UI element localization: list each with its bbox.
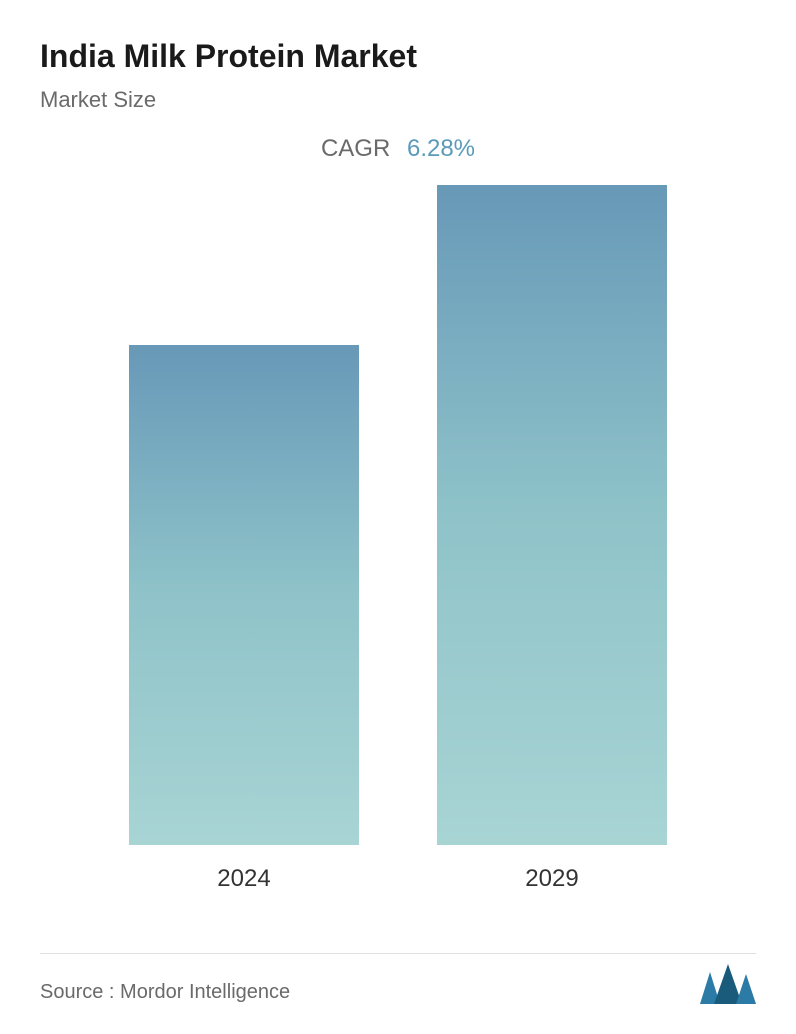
footer-separator [40, 953, 756, 954]
bar-1 [437, 185, 667, 845]
bar-0 [129, 345, 359, 845]
bar-label-1: 2029 [525, 865, 578, 893]
bar-group-0: 2024 [129, 345, 359, 893]
cagr-row: CAGR 6.28% [40, 135, 756, 163]
chart-title: India Milk Protein Market [40, 38, 756, 75]
bar-label-0: 2024 [217, 865, 270, 893]
cagr-value: 6.28% [407, 135, 475, 162]
cagr-label: CAGR [321, 135, 390, 162]
chart-area: 2024 2029 [40, 223, 756, 893]
source-text: Source : Mordor Intelligence [40, 981, 290, 1004]
bar-group-1: 2029 [437, 185, 667, 893]
chart-subtitle: Market Size [40, 87, 756, 113]
mordor-logo-icon [700, 964, 756, 1004]
footer: Source : Mordor Intelligence [40, 963, 756, 1004]
